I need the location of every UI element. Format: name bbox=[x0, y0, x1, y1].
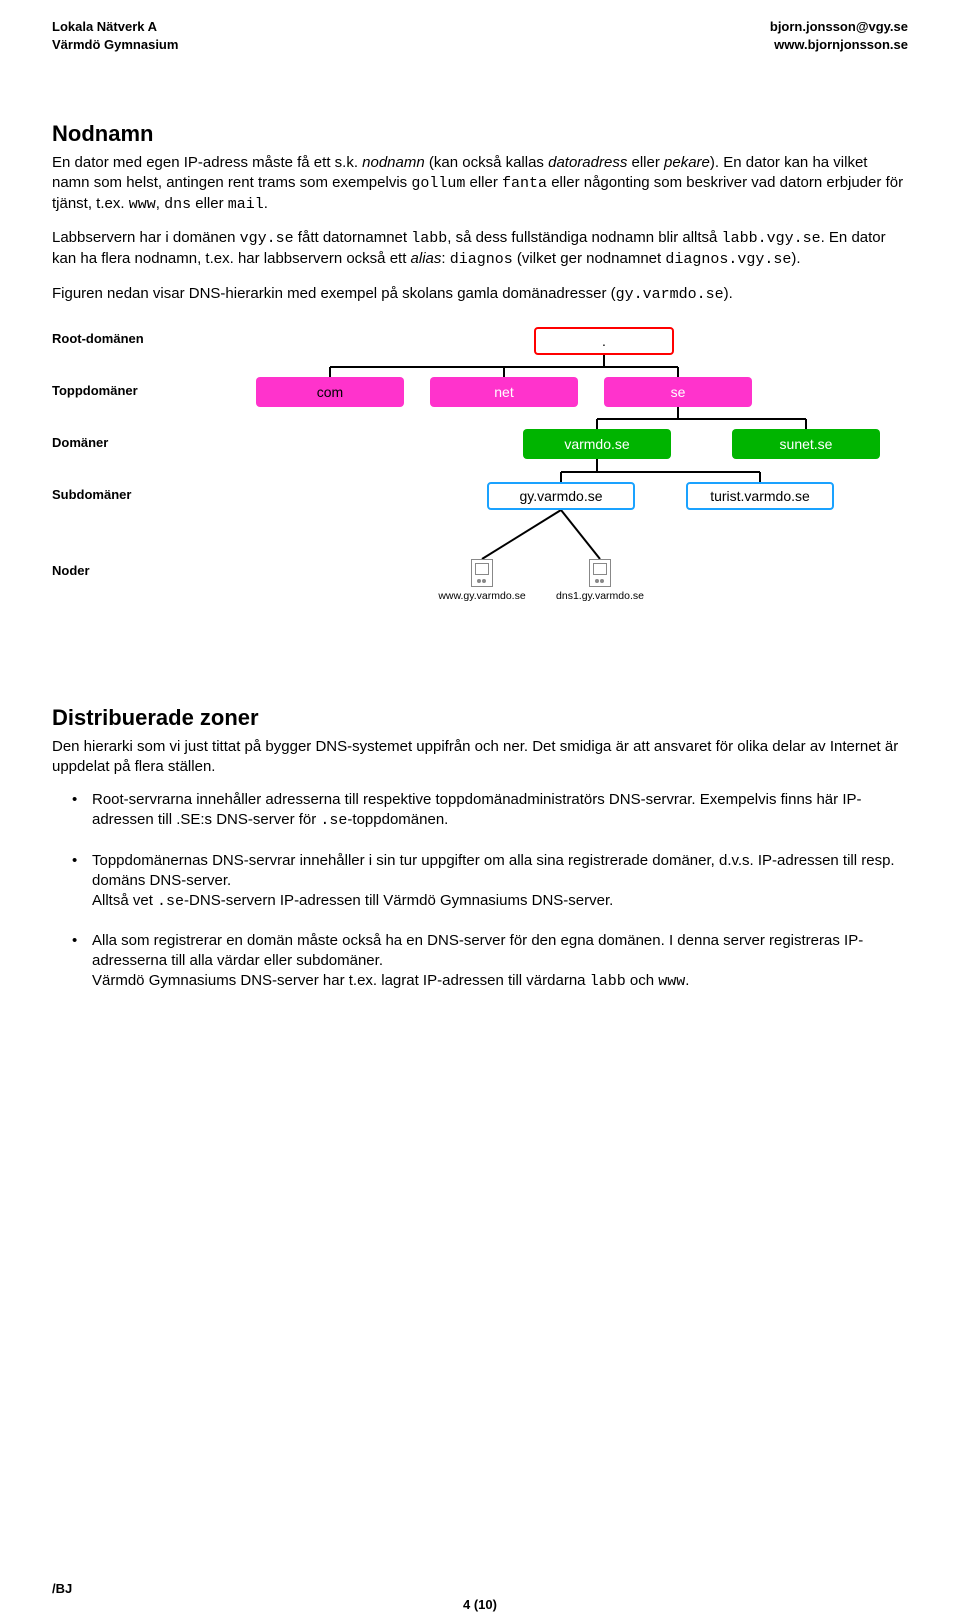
text: se bbox=[671, 384, 686, 400]
text: ). bbox=[791, 250, 800, 267]
paragraph-2: Labbservern har i domänen vgy.se fått da… bbox=[52, 228, 908, 270]
text: . bbox=[264, 195, 268, 212]
code-labb: labb bbox=[590, 973, 626, 990]
text: com bbox=[317, 384, 343, 400]
diagram-top-se: se bbox=[604, 377, 752, 407]
term-pekare: pekare bbox=[664, 154, 710, 171]
text: eller bbox=[465, 174, 502, 191]
code-gyvarmdose: gy.varmdo.se bbox=[616, 286, 724, 303]
text: Värmdö Gymnasiums DNS-server har t.ex. l… bbox=[92, 972, 590, 989]
text: Toppdomänernas DNS-servrar innehåller i … bbox=[92, 852, 895, 889]
diagram-top-com: com bbox=[256, 377, 404, 407]
text: Root-servrarna innehåller adresserna til… bbox=[92, 791, 861, 828]
author-email: bjorn.jonsson@vgy.se bbox=[770, 18, 908, 36]
footer-author-initials: /BJ bbox=[52, 1581, 72, 1596]
code-se: .se bbox=[157, 893, 184, 910]
text: En dator med egen IP-adress måste få ett… bbox=[52, 154, 362, 171]
header-right: bjorn.jonsson@vgy.se www.bjornjonsson.se bbox=[770, 18, 908, 53]
text: turist.varmdo.se bbox=[710, 488, 810, 504]
text: Figuren nedan visar DNS-hierarkin med ex… bbox=[52, 285, 616, 302]
code-www: www bbox=[658, 973, 685, 990]
code-labb: labb bbox=[411, 230, 447, 247]
zones-bullet-list: Root-servrarna innehåller adresserna til… bbox=[52, 790, 908, 991]
text: . bbox=[685, 972, 689, 989]
computer-icon bbox=[471, 559, 493, 587]
text: -DNS-servern IP-adressen till Värmdö Gym… bbox=[184, 892, 613, 909]
text: , så dess fullständiga nodnamn blir allt… bbox=[447, 229, 721, 246]
text: , bbox=[156, 195, 164, 212]
header-left: Lokala Nätverk A Värmdö Gymnasium bbox=[52, 18, 178, 53]
section-title-zones: Distribuerade zoner bbox=[52, 705, 908, 731]
diagram-top-net: net bbox=[430, 377, 578, 407]
text: eller bbox=[191, 195, 228, 212]
text: Labbservern har i domänen bbox=[52, 229, 240, 246]
code-diagnosvgyse: diagnos.vgy.se bbox=[665, 251, 791, 268]
bullet-1: Root-servrarna innehåller adresserna til… bbox=[52, 790, 908, 831]
code-diagnos: diagnos bbox=[450, 251, 513, 268]
label-subdomains: Subdomäner bbox=[52, 487, 131, 502]
diagram-dom-varmdo: varmdo.se bbox=[523, 429, 671, 459]
bullet-2: Toppdomänernas DNS-servrar innehåller i … bbox=[52, 851, 908, 911]
text: gy.varmdo.se bbox=[520, 488, 603, 504]
node-label: www.gy.varmdo.se bbox=[432, 590, 532, 602]
code-labbvgyse: labb.vgy.se bbox=[722, 230, 821, 247]
footer-page-number: 4 (10) bbox=[0, 1597, 960, 1612]
code-mail: mail bbox=[228, 196, 264, 213]
node-label: dns1.gy.varmdo.se bbox=[550, 590, 650, 602]
text: : bbox=[441, 250, 449, 267]
text: net bbox=[494, 384, 513, 400]
text: ). bbox=[724, 285, 733, 302]
text: sunet.se bbox=[780, 436, 833, 452]
section-title-nodnamn: Nodnamn bbox=[52, 121, 908, 147]
code-fanta: fanta bbox=[502, 175, 547, 192]
term-datoradress: datoradress bbox=[548, 154, 627, 171]
bullet-3: Alla som registrerar en domän måste ocks… bbox=[52, 931, 908, 991]
course-name: Lokala Nätverk A bbox=[52, 18, 178, 36]
diagram-dom-sunet: sunet.se bbox=[732, 429, 880, 459]
text: varmdo.se bbox=[564, 436, 629, 452]
label-root-domain: Root-domänen bbox=[52, 331, 144, 346]
page-header: Lokala Nätverk A Värmdö Gymnasium bjorn.… bbox=[52, 18, 908, 53]
diagram-sub-turist: turist.varmdo.se bbox=[686, 482, 834, 510]
label-domains: Domäner bbox=[52, 435, 108, 450]
diagram-node-dns1: dns1.gy.varmdo.se bbox=[550, 559, 650, 602]
code-se: .se bbox=[320, 812, 347, 829]
text: -toppdomänen. bbox=[347, 811, 448, 828]
term-alias: alias bbox=[411, 250, 442, 267]
diagram-node-www: www.gy.varmdo.se bbox=[432, 559, 532, 602]
code-vgyse: vgy.se bbox=[240, 230, 294, 247]
text: fått datornamnet bbox=[294, 229, 412, 246]
zones-intro: Den hierarki som vi just tittat på bygge… bbox=[52, 737, 908, 777]
diagram-root-node: . bbox=[534, 327, 674, 355]
root-text: . bbox=[602, 333, 606, 349]
paragraph-1: En dator med egen IP-adress måste få ett… bbox=[52, 153, 908, 214]
author-url: www.bjornjonsson.se bbox=[770, 36, 908, 54]
diagram-sub-gy: gy.varmdo.se bbox=[487, 482, 635, 510]
text: och bbox=[626, 972, 659, 989]
computer-icon bbox=[589, 559, 611, 587]
text: Alltså vet bbox=[92, 892, 157, 909]
text: eller bbox=[627, 154, 664, 171]
label-nodes: Noder bbox=[52, 563, 90, 578]
label-top-domains: Toppdomäner bbox=[52, 383, 138, 398]
term-nodnamn: nodnamn bbox=[362, 154, 425, 171]
paragraph-3: Figuren nedan visar DNS-hierarkin med ex… bbox=[52, 284, 908, 305]
code-dns: dns bbox=[164, 196, 191, 213]
text: (vilket ger nodnamnet bbox=[513, 250, 666, 267]
text: (kan också kallas bbox=[425, 154, 548, 171]
code-gollum: gollum bbox=[411, 175, 465, 192]
school-name: Värmdö Gymnasium bbox=[52, 36, 178, 54]
text: Alla som registrerar en domän måste ocks… bbox=[92, 932, 863, 969]
code-www: www bbox=[129, 196, 156, 213]
dns-hierarchy-diagram: Root-domänen Toppdomäner Domäner Subdomä… bbox=[52, 327, 907, 647]
